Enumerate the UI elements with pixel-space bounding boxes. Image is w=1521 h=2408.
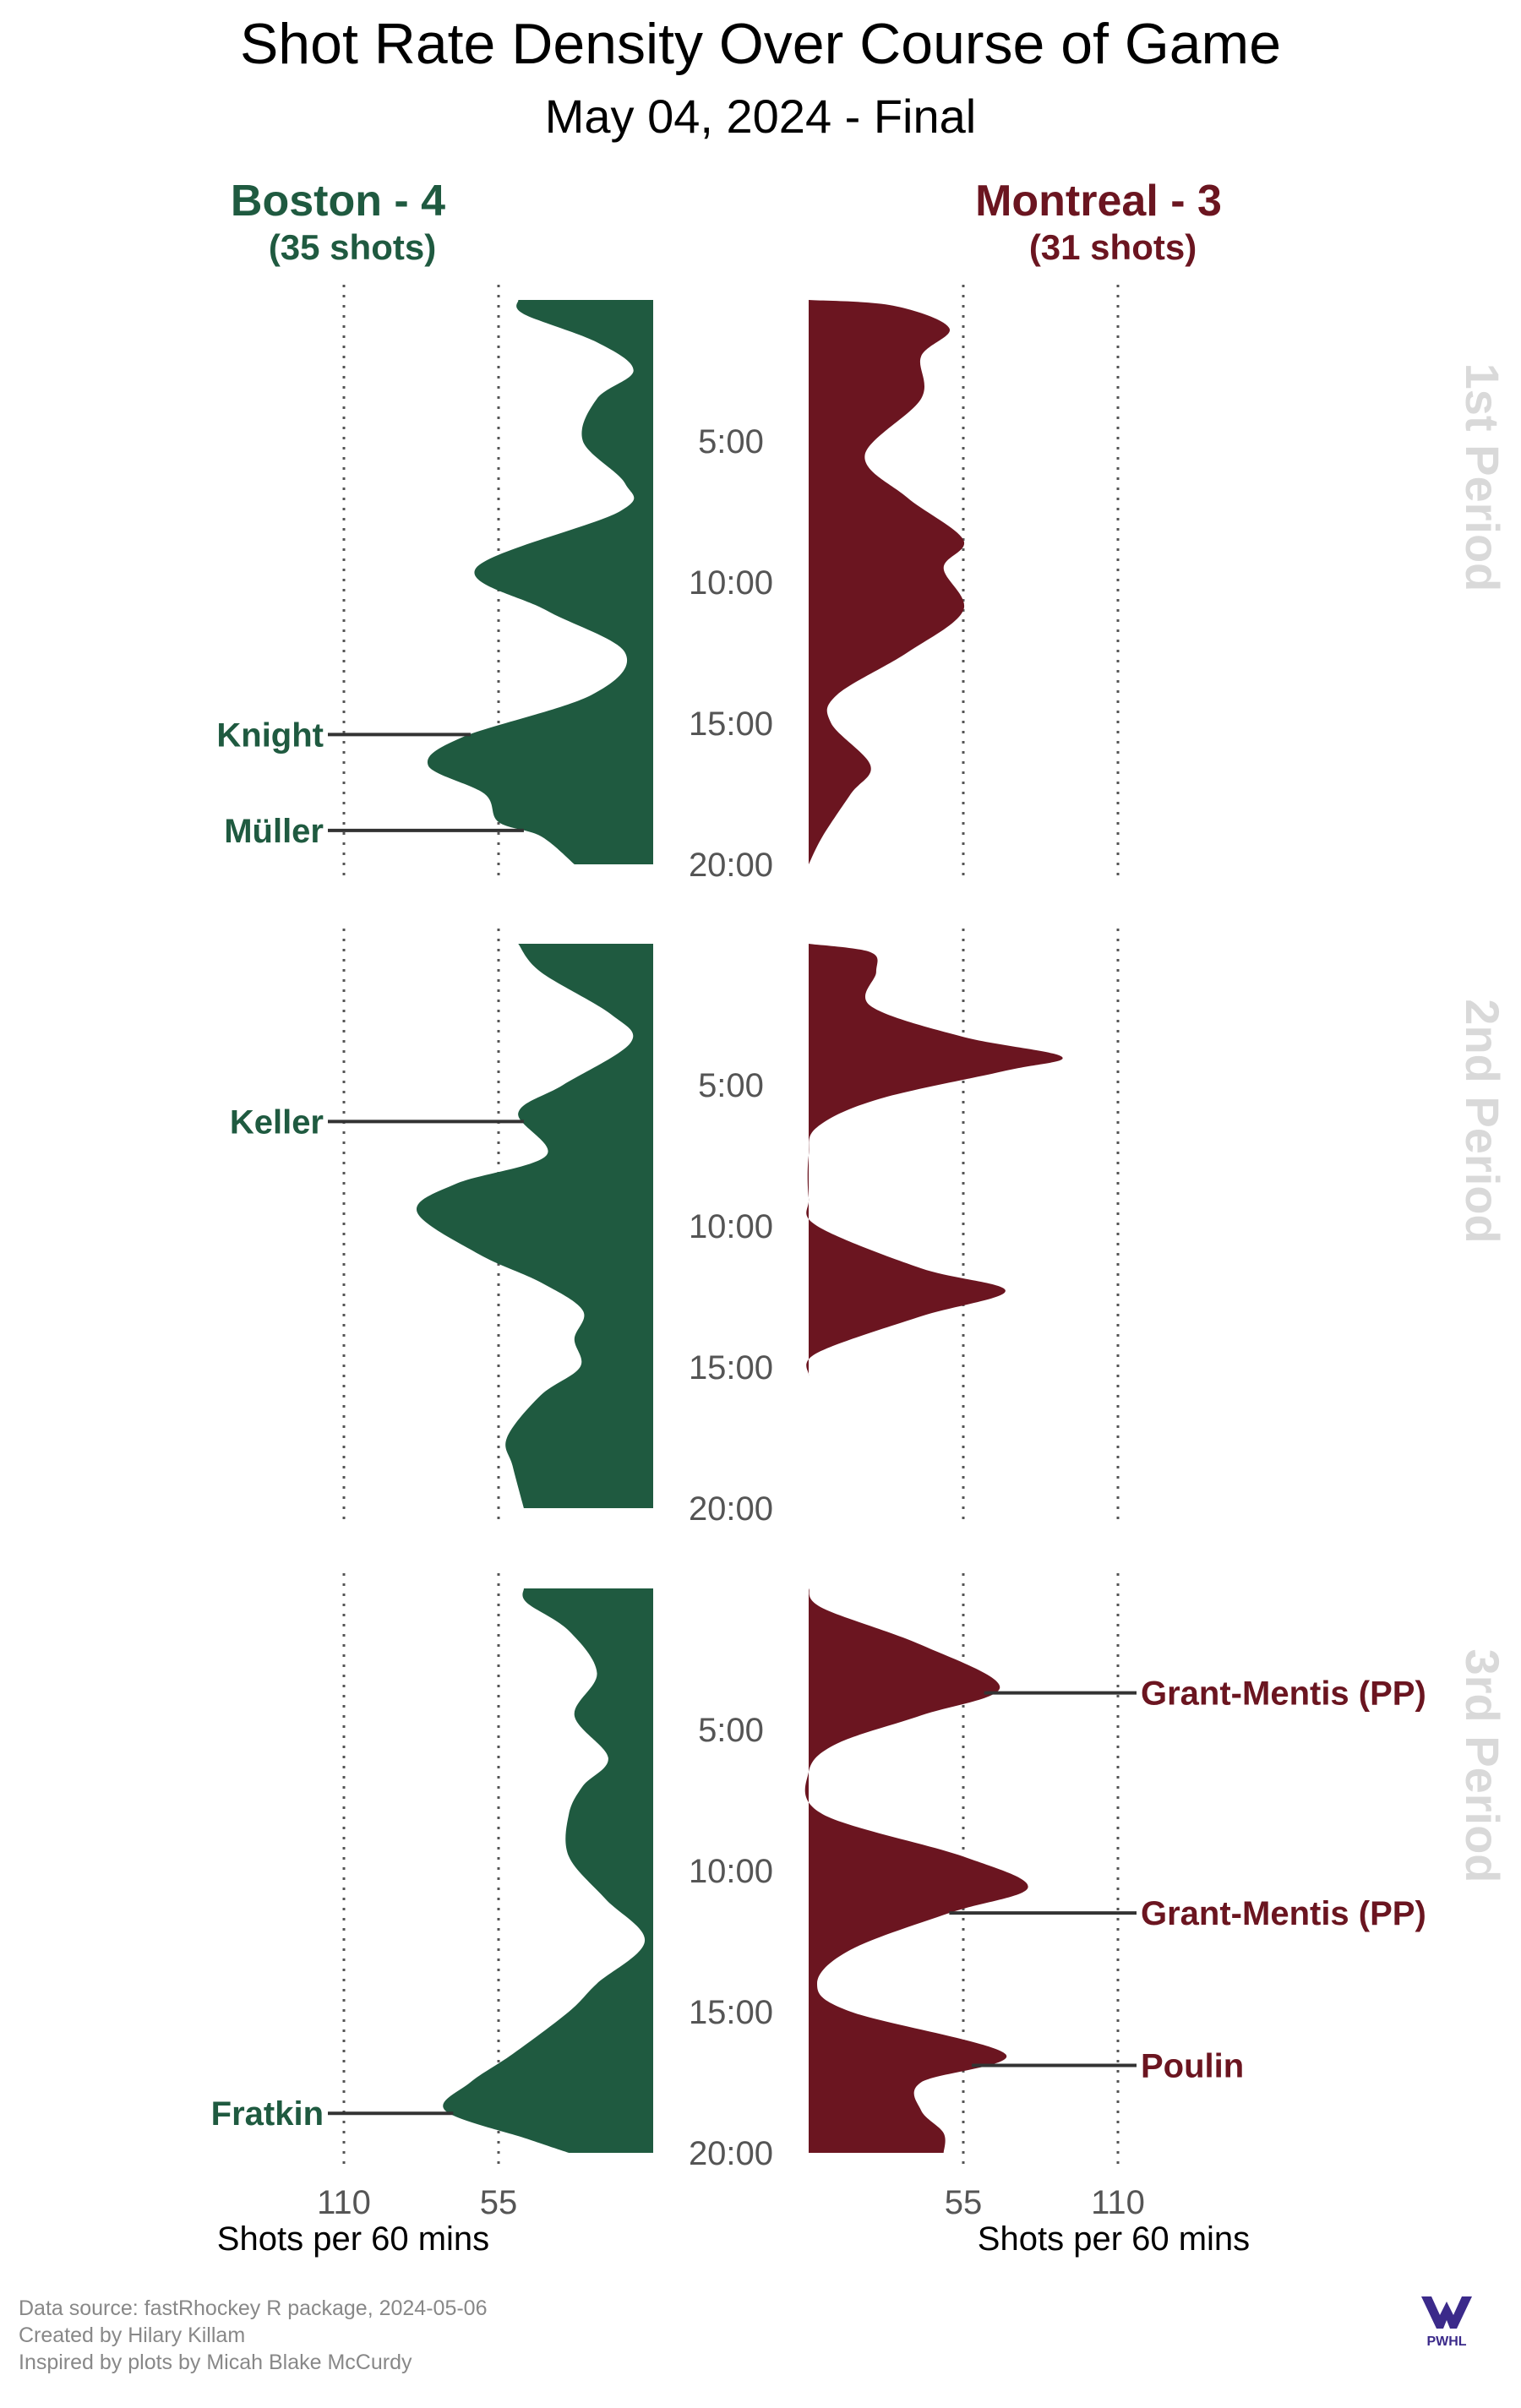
- footer-credit: Created by Hilary Killam: [19, 2324, 245, 2347]
- time-tick-label: 15:00: [689, 1349, 773, 1387]
- density-areas: [417, 300, 1063, 2153]
- x-axis: 110 55 110 55: [317, 2184, 1145, 2221]
- time-tick-label: 5:00: [698, 1067, 764, 1104]
- time-tick-label: 5:00: [698, 1712, 764, 1749]
- goal-label: Fratkin: [211, 2095, 324, 2133]
- right-density-period-1: [809, 300, 965, 864]
- time-tick-label: 20:00: [689, 1490, 773, 1528]
- period-label: 3rd Period: [1456, 1649, 1509, 1883]
- goal-label: Grant-Mentis (PP): [1141, 1895, 1426, 1932]
- time-tick-label: 10:00: [689, 1853, 773, 1890]
- period-label: 2nd Period: [1456, 999, 1509, 1243]
- team-right-name: Montreal - 3: [975, 177, 1222, 226]
- footer-inspiration: Inspired by plots by Micah Blake McCurdy: [19, 2351, 412, 2374]
- time-tick-label: 5:00: [698, 423, 764, 460]
- period-labels: 1st Period 2nd Period 3rd Period: [1456, 363, 1509, 1883]
- time-tick-label: 15:00: [689, 1994, 773, 2031]
- goal-annotations: Knight Müller Keller Fratkin Grant-Mentis (P…: [211, 716, 1426, 2133]
- right-density-period-3: [804, 1588, 1028, 2153]
- x-axis-label-left: Shots per 60 mins: [217, 2220, 489, 2258]
- right-density-period-2: [806, 944, 1063, 1376]
- goal-label: Grant-Mentis (PP): [1141, 1675, 1426, 1713]
- goal-label: Poulin: [1141, 2047, 1244, 2084]
- pwhl-logo-mark: [1421, 2296, 1472, 2329]
- time-tick-labels: 5:00 10:00 15:00 20:00 5:00 10:00 15:00 20:00 5:…: [689, 423, 773, 2172]
- pwhl-logo: PWHL: [1421, 2296, 1472, 2349]
- time-tick-label: 10:00: [689, 1208, 773, 1245]
- chart-title: Shot Rate Density Over Course of Game: [240, 12, 1281, 76]
- left-x-tick-label: 110: [317, 2184, 371, 2221]
- goal-label: Müller: [224, 813, 324, 850]
- team-left-name: Boston - 4: [231, 177, 445, 226]
- team-right-shots: (31 shots): [1029, 227, 1197, 267]
- time-tick-label: 20:00: [689, 2135, 773, 2172]
- footer-source: Data source: fastRhockey R package, 2024…: [19, 2296, 487, 2320]
- x-axis-label-right: Shots per 60 mins: [978, 2220, 1250, 2258]
- left-density-period-2: [417, 944, 653, 1508]
- goal-label: Knight: [216, 716, 324, 754]
- right-x-tick-label: 110: [1091, 2184, 1145, 2221]
- left-density-period-3: [443, 1588, 653, 2153]
- time-tick-label: 20:00: [689, 847, 773, 884]
- left-x-tick-label: 55: [480, 2184, 518, 2221]
- team-left-shots: (35 shots): [269, 227, 436, 267]
- pwhl-logo-text: PWHL: [1426, 2334, 1466, 2349]
- left-density-period-1: [427, 300, 653, 864]
- right-x-tick-label: 55: [945, 2184, 983, 2221]
- chart-subtitle: May 04, 2024 - Final: [545, 90, 976, 143]
- goal-label: Keller: [230, 1103, 324, 1141]
- time-tick-label: 10:00: [689, 564, 773, 602]
- period-label: 1st Period: [1456, 363, 1509, 592]
- time-tick-label: 15:00: [689, 706, 773, 743]
